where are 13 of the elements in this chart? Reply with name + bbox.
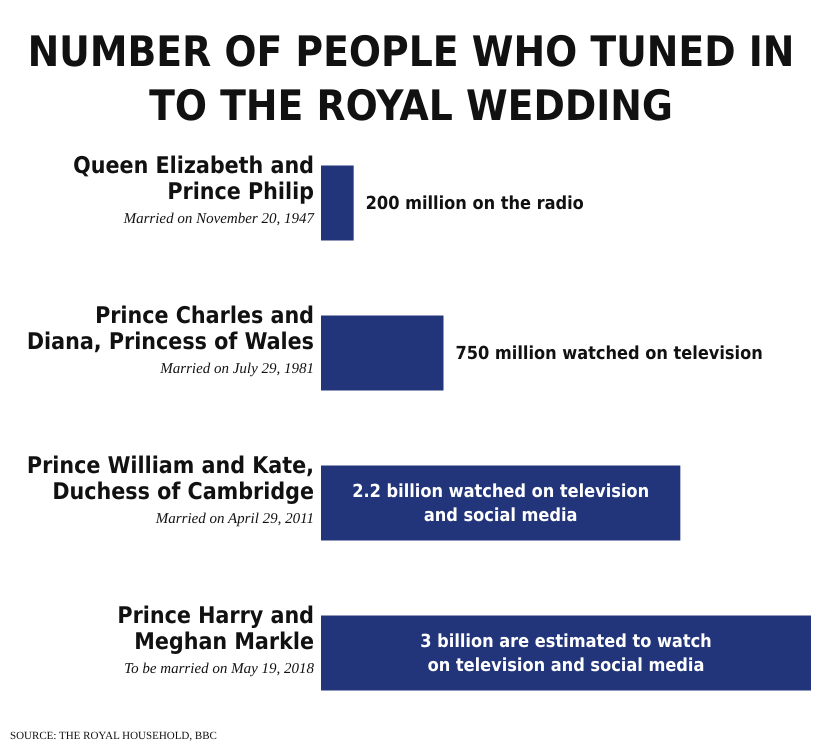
bar bbox=[321, 616, 811, 690]
data-label: 750 million watched on television bbox=[456, 343, 763, 364]
y-tick-label: Prince Charles and Diana, Princess of Wales Married on July 29, 1981 bbox=[26, 303, 314, 377]
y-tick-label: Prince William and Kate, Duchess of Cambridge Married on April 29, 2011 bbox=[26, 453, 314, 527]
bar bbox=[321, 316, 444, 390]
data-label: 2.2 billion watched on television and social media bbox=[352, 481, 650, 526]
data-label: 200 million on the radio bbox=[366, 193, 584, 214]
y-tick-label: Prince Harry and Meghan Markle To be married on May 19, 2018 bbox=[117, 603, 314, 677]
source-note: SOURCE: THE ROYAL HOUSEHOLD, BBC bbox=[10, 730, 217, 742]
bar bbox=[321, 166, 354, 240]
data-label: 3 billion are estimated to watch on television and social media bbox=[420, 631, 712, 676]
chart-title: NUMBER OF PEOPLE WHO TUNED IN TO THE ROYAL WEDDING bbox=[28, 27, 794, 130]
y-tick-label: Queen Elizabeth and Prince Philip Married on November 20, 1947 bbox=[73, 153, 316, 227]
